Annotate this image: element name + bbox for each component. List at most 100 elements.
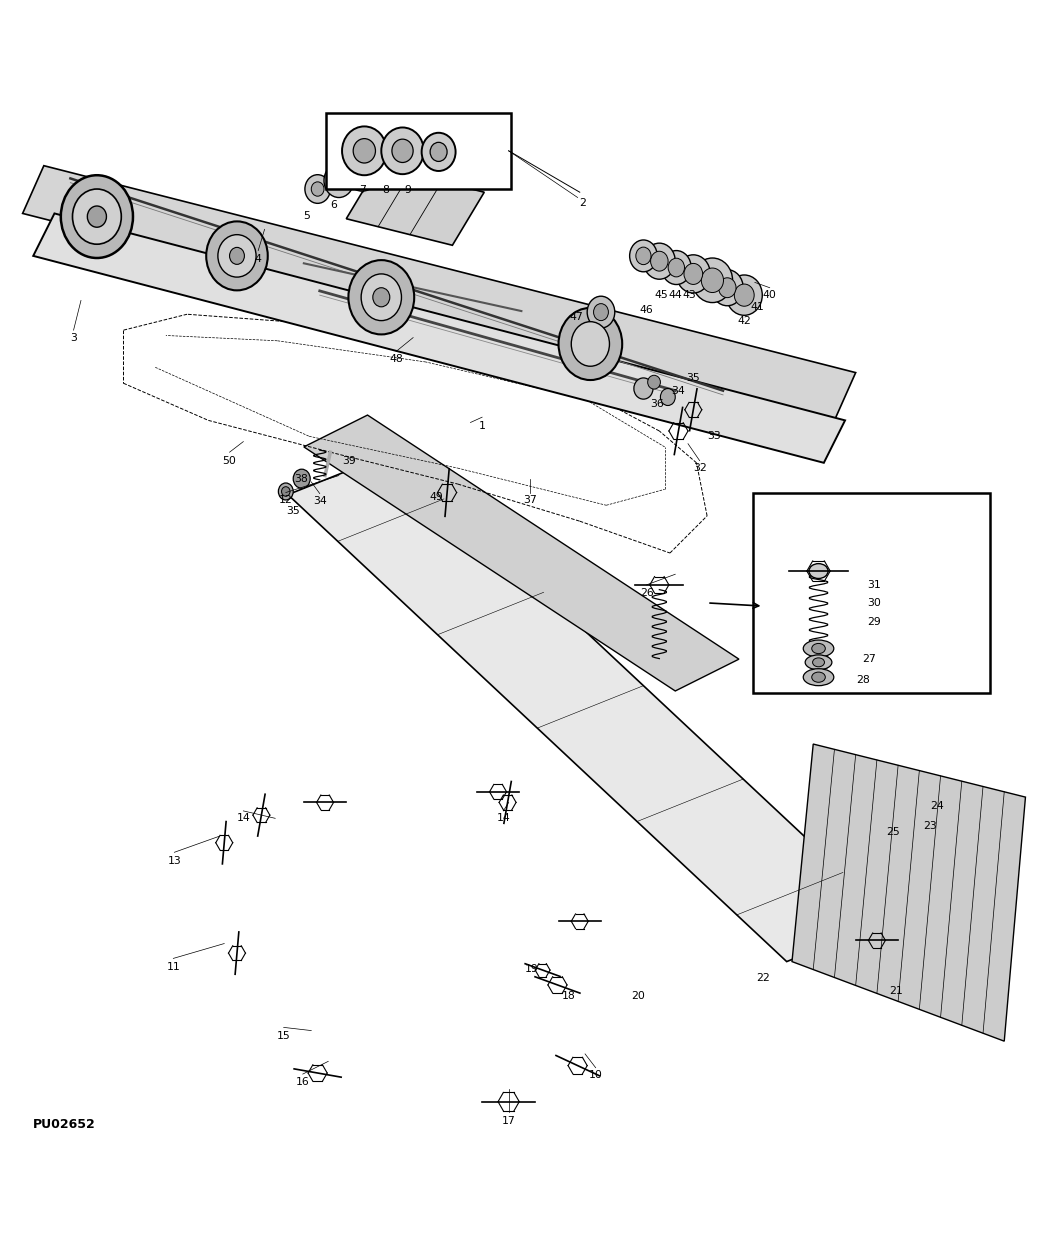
Text: 3: 3 (70, 332, 77, 342)
Ellipse shape (294, 469, 311, 489)
Ellipse shape (390, 151, 414, 177)
Text: 41: 41 (750, 302, 764, 312)
Ellipse shape (331, 172, 346, 189)
Text: 20: 20 (631, 990, 645, 1000)
Text: 30: 30 (867, 598, 881, 608)
Ellipse shape (206, 221, 268, 290)
Text: 1: 1 (479, 420, 485, 430)
Ellipse shape (712, 270, 743, 306)
Text: 13: 13 (167, 856, 181, 866)
Ellipse shape (218, 235, 256, 277)
Text: 37: 37 (523, 495, 536, 505)
FancyBboxPatch shape (752, 493, 991, 693)
Polygon shape (792, 744, 1026, 1041)
Ellipse shape (803, 641, 834, 657)
Text: 43: 43 (682, 290, 696, 300)
Ellipse shape (701, 267, 724, 292)
Ellipse shape (634, 378, 653, 399)
Ellipse shape (397, 157, 409, 170)
Text: 17: 17 (502, 1116, 516, 1126)
Text: 16: 16 (296, 1076, 310, 1086)
Ellipse shape (230, 248, 245, 265)
Ellipse shape (662, 250, 692, 285)
Text: 19: 19 (526, 964, 538, 974)
Text: PU02652: PU02652 (33, 1118, 96, 1131)
Ellipse shape (727, 275, 762, 315)
Text: 27: 27 (863, 654, 877, 664)
Text: 35: 35 (286, 505, 300, 515)
Text: 29: 29 (867, 617, 881, 627)
Text: 2: 2 (580, 198, 586, 208)
Text: 39: 39 (343, 455, 356, 465)
Ellipse shape (381, 127, 423, 174)
Ellipse shape (648, 376, 661, 389)
Ellipse shape (312, 182, 325, 197)
Ellipse shape (718, 277, 736, 297)
Ellipse shape (282, 486, 290, 496)
Ellipse shape (677, 255, 711, 294)
Text: 48: 48 (389, 353, 403, 363)
Ellipse shape (392, 139, 413, 163)
Ellipse shape (812, 643, 826, 653)
Ellipse shape (430, 142, 447, 162)
Text: 8: 8 (382, 185, 389, 195)
Ellipse shape (636, 248, 651, 265)
FancyBboxPatch shape (327, 113, 511, 189)
Ellipse shape (805, 654, 832, 669)
Ellipse shape (421, 133, 455, 170)
Ellipse shape (594, 304, 609, 321)
Text: 42: 42 (737, 316, 751, 326)
Text: 36: 36 (650, 399, 664, 409)
Text: 28: 28 (857, 675, 870, 685)
Text: 33: 33 (708, 432, 721, 442)
Ellipse shape (559, 307, 622, 379)
Text: 14: 14 (236, 814, 250, 824)
Text: 23: 23 (924, 821, 936, 831)
Text: 18: 18 (562, 990, 576, 1000)
Ellipse shape (348, 260, 414, 335)
Text: 21: 21 (890, 986, 903, 996)
Text: 25: 25 (886, 827, 900, 837)
Text: 26: 26 (639, 588, 653, 598)
Ellipse shape (668, 259, 684, 277)
Text: 7: 7 (359, 185, 366, 195)
Text: 4: 4 (254, 254, 262, 264)
Polygon shape (22, 165, 855, 420)
Text: 5: 5 (303, 210, 311, 220)
Text: 34: 34 (671, 386, 685, 396)
Polygon shape (346, 165, 484, 245)
Polygon shape (33, 214, 845, 463)
Ellipse shape (353, 163, 370, 182)
Ellipse shape (377, 160, 389, 175)
Text: 14: 14 (497, 814, 511, 824)
Text: 46: 46 (639, 305, 653, 315)
Ellipse shape (342, 127, 386, 175)
Ellipse shape (61, 175, 133, 258)
Text: 31: 31 (867, 580, 881, 590)
Ellipse shape (809, 564, 828, 578)
Ellipse shape (812, 672, 826, 682)
Ellipse shape (370, 153, 396, 182)
Text: 9: 9 (404, 185, 412, 195)
Text: 15: 15 (277, 1031, 290, 1041)
Text: 11: 11 (166, 962, 180, 972)
Ellipse shape (644, 243, 676, 279)
Text: 32: 32 (693, 463, 706, 473)
Ellipse shape (279, 483, 294, 500)
Polygon shape (304, 415, 738, 690)
Text: 24: 24 (931, 801, 944, 811)
Ellipse shape (361, 274, 401, 321)
Text: 47: 47 (569, 312, 583, 322)
Ellipse shape (571, 322, 610, 366)
Ellipse shape (803, 669, 834, 685)
Text: 12: 12 (279, 495, 293, 505)
Ellipse shape (372, 287, 389, 307)
Ellipse shape (650, 251, 668, 271)
Text: 34: 34 (313, 496, 327, 506)
Ellipse shape (684, 264, 702, 285)
Ellipse shape (661, 388, 676, 406)
Ellipse shape (353, 138, 376, 163)
Ellipse shape (693, 258, 733, 302)
Text: 6: 6 (330, 200, 337, 210)
Ellipse shape (813, 658, 825, 667)
